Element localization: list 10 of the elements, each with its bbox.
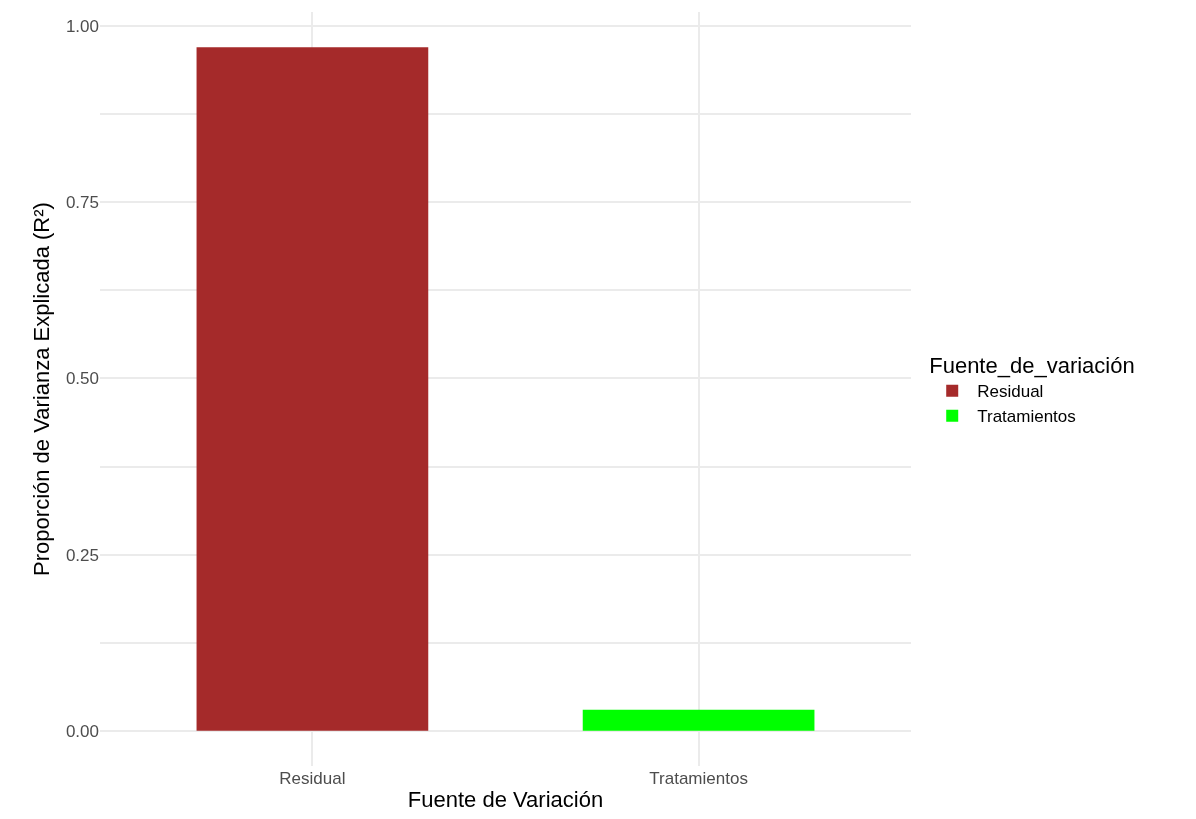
y-tick-label: 1.00 [65, 17, 99, 37]
y-axis-title: Proporción de Varianza Explicada (R²) [28, 202, 54, 576]
x-axis-title: Fuente de Variación [407, 786, 604, 812]
legend-label: Residual [977, 382, 1044, 402]
y-tick-label: 0.00 [65, 721, 99, 741]
legend-title: Fuente_de_variación [929, 353, 1135, 379]
legend-label: Tratamientos [977, 407, 1076, 427]
y-tick-label: 0.25 [65, 545, 99, 565]
y-tick-label: 0.75 [65, 193, 99, 213]
y-tick-label: 0.50 [65, 369, 99, 389]
